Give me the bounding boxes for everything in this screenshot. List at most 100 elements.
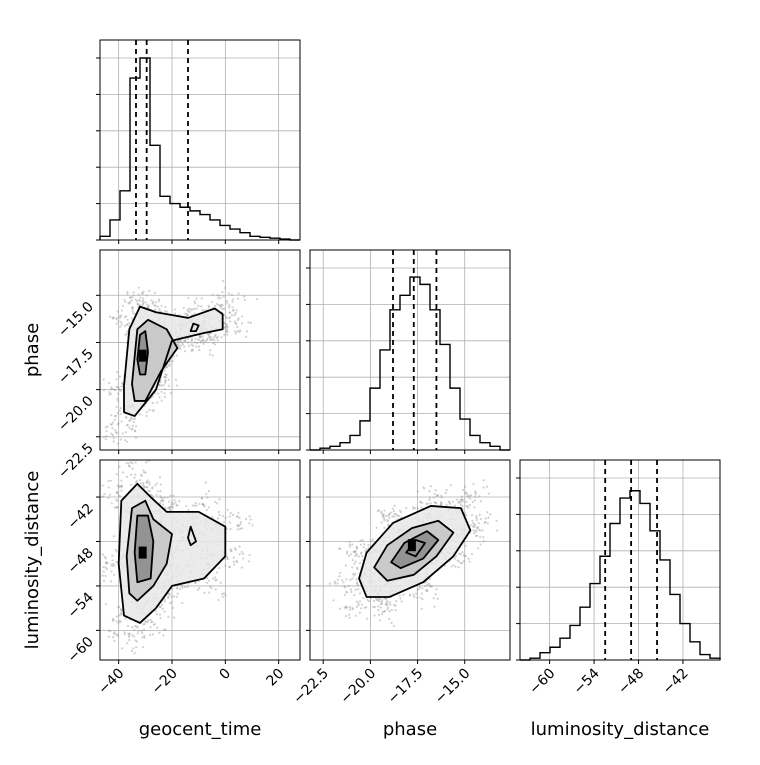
scatter-point (478, 513, 481, 516)
scatter-point (436, 597, 439, 600)
scatter-point (212, 577, 215, 580)
scatter-point (117, 485, 120, 488)
scatter-point (228, 316, 231, 319)
scatter-point (124, 617, 127, 620)
scatter-point (231, 300, 234, 304)
scatter-point (206, 339, 209, 342)
scatter-point (244, 335, 248, 338)
scatter-point (177, 344, 180, 347)
scatter-point (115, 620, 118, 623)
scatter-point (215, 336, 218, 339)
scatter-point (135, 425, 138, 428)
scatter-point (169, 506, 172, 509)
scatter-point (356, 566, 359, 569)
scatter-point (347, 554, 351, 557)
scatter-point (481, 529, 484, 532)
scatter-point (377, 605, 380, 608)
scatter-point (143, 485, 146, 488)
scatter-point (102, 435, 106, 439)
scatter-point (471, 500, 474, 504)
scatter-point (383, 517, 386, 520)
scatter-point (141, 292, 144, 295)
contour-line-1 (125, 499, 173, 602)
scatter-point (134, 473, 137, 476)
scatter-point (115, 322, 118, 325)
scatter-point (416, 588, 419, 592)
scatter-point (208, 336, 211, 339)
scatter-point (358, 611, 361, 614)
scatter-point (197, 304, 200, 307)
scatter-point (112, 437, 115, 440)
scatter-point (195, 345, 198, 348)
scatter-point (112, 440, 115, 443)
scatter-point (158, 300, 161, 303)
scatter-point (355, 553, 358, 557)
scatter-point (138, 479, 142, 482)
scatter-point (164, 378, 167, 382)
scatter-point (113, 418, 116, 421)
scatter-point (387, 524, 390, 527)
scatter-point (117, 320, 120, 323)
scatter-point (224, 326, 228, 329)
scatter-point (378, 599, 381, 603)
scatter-point (165, 310, 168, 314)
scatter-point (228, 304, 231, 307)
scatter-point (141, 304, 144, 307)
scatter-point (162, 503, 165, 506)
scatter-point (461, 550, 464, 554)
scatter-point (333, 580, 337, 583)
scatter-point (332, 599, 335, 602)
scatter-point (132, 417, 135, 421)
scatter-point (150, 621, 153, 624)
scatter-point (121, 382, 124, 385)
scatter-point (229, 548, 232, 551)
scatter-point (225, 322, 228, 326)
scatter-point (471, 519, 474, 522)
scatter-point (123, 316, 126, 319)
scatter-point (118, 465, 121, 468)
scatter-point (131, 310, 134, 313)
scatter-point (226, 333, 229, 336)
scatter-point (106, 561, 109, 565)
y-tick-label-phase: −15.0 (55, 299, 97, 341)
scatter-point (170, 503, 173, 506)
scatter-point (101, 495, 104, 498)
scatter-point (373, 599, 376, 602)
scatter-point (125, 323, 128, 326)
scatter-point (151, 301, 155, 304)
scatter-point (160, 384, 163, 387)
scatter-point (115, 491, 119, 494)
scatter-point (433, 500, 436, 504)
scatter-point (457, 566, 460, 569)
scatter-point (129, 296, 132, 299)
scatter-point (168, 364, 171, 368)
scatter-point (222, 307, 226, 310)
scatter-point (225, 300, 228, 303)
scatter-point (381, 514, 384, 517)
scatter-point (388, 513, 391, 516)
scatter-point (477, 528, 480, 531)
scatter-point (109, 580, 113, 583)
scatter-point (184, 312, 187, 315)
scatter-point (191, 338, 194, 342)
scatter-point (160, 399, 163, 402)
scatter-point (233, 330, 237, 333)
scatter-point (119, 389, 122, 392)
scatter-point (486, 522, 489, 525)
scatter-point (391, 515, 394, 518)
scatter-point (460, 498, 463, 501)
scatter-point (118, 409, 121, 412)
scatter-point (243, 298, 247, 302)
scatter-point (236, 330, 239, 333)
scatter-point (159, 490, 162, 493)
x-tick-label-phase: −17.5 (385, 666, 427, 708)
scatter-point (459, 503, 462, 506)
scatter-point (163, 376, 167, 379)
scatter-point (134, 481, 137, 484)
contours-0 (123, 305, 224, 417)
scatter-point (158, 384, 161, 387)
scatter-point (355, 581, 359, 584)
scatter-point (227, 292, 231, 295)
scatter-point (456, 559, 459, 562)
scatter-point (474, 491, 477, 494)
